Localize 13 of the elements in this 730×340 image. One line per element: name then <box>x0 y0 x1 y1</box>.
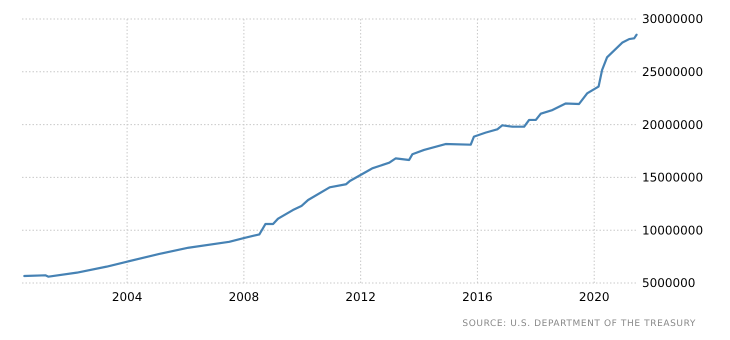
y-tick-label: 25000000 <box>642 65 704 79</box>
line-series <box>23 34 638 278</box>
x-tick-label: 2016 <box>462 290 493 304</box>
y-tick-label: 5000000 <box>642 276 696 290</box>
y-tick-label: 15000000 <box>642 170 704 185</box>
source-note: SOURCE: U.S. DEPARTMENT OF THE TREASURY <box>462 319 696 329</box>
x-tick-label: 2020 <box>578 290 610 304</box>
y-tick-label: 30000000 <box>642 12 704 26</box>
y-tick-label: 10000000 <box>642 223 704 238</box>
x-tick-label: 2012 <box>345 290 376 304</box>
y-tick-label: 20000000 <box>642 118 704 132</box>
x-tick-label: 2004 <box>112 290 142 304</box>
x-tick-label: 2008 <box>228 290 260 304</box>
